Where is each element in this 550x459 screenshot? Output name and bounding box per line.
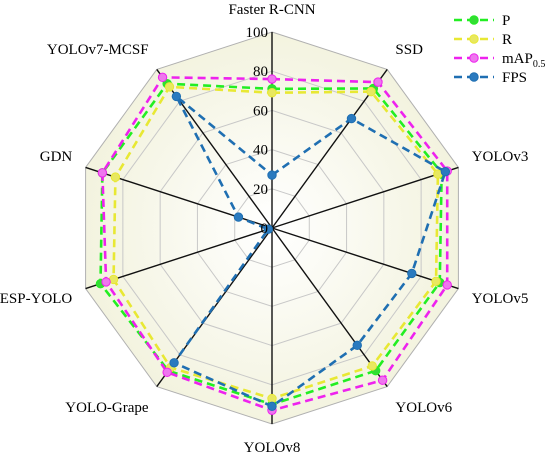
category-label: YOLOv6 xyxy=(395,400,452,416)
category-label: ESP-YOLO xyxy=(0,291,72,307)
radar-spoke xyxy=(271,69,388,229)
series-point-3-6 xyxy=(169,358,179,368)
category-label: YOLOv7-MCSF xyxy=(47,42,149,58)
radial-tick-label: 80 xyxy=(253,64,268,80)
series-point-1-4 xyxy=(367,361,377,371)
series-point-2-7 xyxy=(101,277,111,287)
radar-series xyxy=(95,72,452,415)
series-point-3-5 xyxy=(267,401,277,412)
series-point-1-9 xyxy=(164,82,175,92)
series-point-3-1 xyxy=(346,113,357,124)
legend-marker xyxy=(469,15,479,25)
category-label: GDN xyxy=(40,149,73,165)
series-point-3-9 xyxy=(171,91,182,102)
series-point-3-3 xyxy=(407,268,417,279)
series-point-3-4 xyxy=(352,340,362,351)
radial-tick-label: 0 xyxy=(261,221,269,237)
series-point-2-4 xyxy=(377,375,388,385)
category-label: YOLO-Grape xyxy=(65,400,149,416)
series-point-1-1 xyxy=(366,86,376,97)
category-label: SSD xyxy=(395,42,423,58)
legend-label: FPS xyxy=(502,70,527,86)
legend-marker xyxy=(469,53,479,63)
radial-tick-label: 100 xyxy=(246,25,269,41)
legend-marker xyxy=(469,34,479,44)
series-point-1-0 xyxy=(267,88,277,98)
radial-tick-label: 40 xyxy=(253,143,268,159)
legend-label: R xyxy=(502,32,512,48)
radar-spoke xyxy=(271,227,459,290)
series-point-1-8 xyxy=(110,172,121,182)
series-point-3-0 xyxy=(267,170,277,180)
category-label: YOLOv8 xyxy=(244,440,301,454)
series-point-2-0 xyxy=(267,74,277,84)
series-point-3-8 xyxy=(233,212,244,222)
series-point-2-9 xyxy=(157,72,168,83)
series-point-3-2 xyxy=(440,166,451,177)
legend-label: P xyxy=(502,13,510,29)
radial-tick-label: 20 xyxy=(253,182,268,198)
series-point-2-3 xyxy=(442,280,452,290)
radial-tick-label: 60 xyxy=(253,103,268,119)
category-label: YOLOv5 xyxy=(472,291,529,307)
series-point-1-5 xyxy=(267,393,277,404)
radar-spoke xyxy=(271,166,459,229)
category-label: YOLOv3 xyxy=(472,149,529,165)
series-point-2-1 xyxy=(373,77,383,87)
legend-marker xyxy=(469,72,479,82)
series-point-1-3 xyxy=(431,276,441,286)
series-point-3-7 xyxy=(263,224,273,234)
legend-label: mAP0.5 xyxy=(502,51,545,70)
series-point-2-6 xyxy=(162,367,172,377)
series-point-2-8 xyxy=(97,168,108,178)
radar-spoke xyxy=(271,227,388,387)
radar-labels: 0 20 40 60 80 100 Faster R-CNN SSD YOLOv3 YOLOv5 Y… xyxy=(0,2,529,456)
category-label: Faster R-CNN xyxy=(228,2,315,18)
